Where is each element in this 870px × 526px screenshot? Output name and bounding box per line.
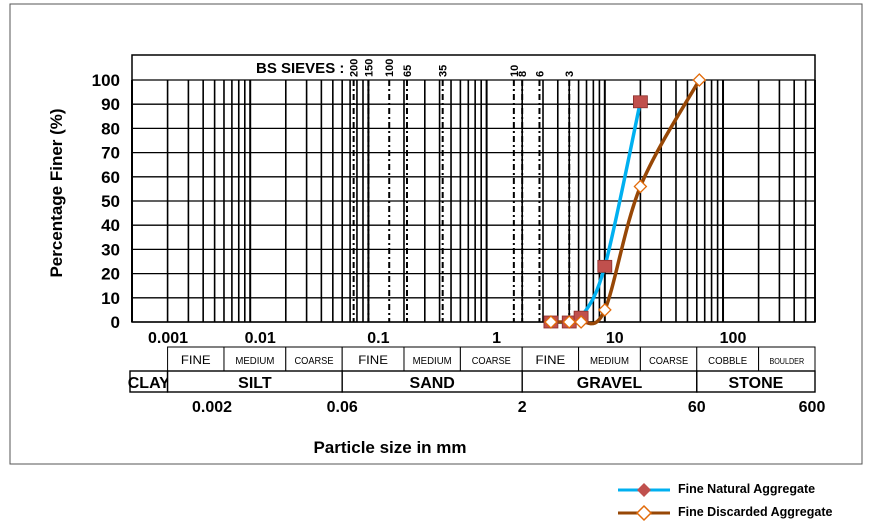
x-boundary-label: 600 bbox=[799, 399, 826, 416]
x-tick-label: 10 bbox=[606, 330, 624, 347]
y-axis-label: Percentage Finer (%) bbox=[47, 108, 66, 277]
classification-cell bbox=[167, 346, 225, 372]
sieve-label: 150 bbox=[363, 59, 375, 77]
data-point-marker bbox=[692, 73, 707, 87]
classification-cell bbox=[403, 346, 461, 372]
classification-main-label: SAND bbox=[410, 375, 455, 392]
x-tick-label: 100 bbox=[720, 330, 747, 347]
classification-main-label: SILT bbox=[238, 375, 272, 392]
classification-sub-label: MEDIUM bbox=[590, 355, 629, 367]
axis-labels: 0 10 20 30 40 50 60 70 80 90 100 Percentage Finer (… bbox=[47, 71, 825, 457]
bs-sieves-title: BS SIEVES : bbox=[256, 60, 344, 77]
classification-main-label: CLAY bbox=[128, 375, 170, 392]
legend-entry: Fine Discarded Aggregate bbox=[600, 503, 868, 523]
x-tick-label: 1 bbox=[492, 330, 501, 347]
classification-main-label: GRAVEL bbox=[577, 375, 643, 392]
soil-classification-table: FINE MEDIUM COARSE FINE MEDIUM COARSE FINE MEDI… bbox=[128, 346, 816, 393]
x-boundary-label: 0.002 bbox=[192, 399, 232, 416]
classification-sub-label: FINE bbox=[536, 353, 566, 367]
classification-cell bbox=[459, 346, 523, 372]
data-point-marker bbox=[597, 302, 612, 317]
sieve-label: 3 bbox=[564, 71, 576, 77]
y-tick-label: 50 bbox=[101, 192, 120, 211]
legend-entry: Fine Natural Aggregate bbox=[600, 480, 868, 500]
classification-sub-label: COBBLE bbox=[708, 355, 747, 367]
classification-sub-label: COARSE bbox=[649, 355, 688, 367]
classification-sub-label: COARSE bbox=[472, 355, 511, 367]
data-point-marker bbox=[574, 315, 589, 329]
data-point-marker bbox=[562, 315, 577, 329]
sieve-label: 100 bbox=[384, 59, 396, 77]
chart-frame bbox=[9, 3, 863, 465]
classification-cell bbox=[285, 346, 343, 372]
classification-sub-label: BOULDER bbox=[769, 357, 804, 366]
x-boundary-label: 60 bbox=[688, 399, 706, 416]
sieve-label: 6 bbox=[534, 71, 546, 77]
sieve-label: 10 bbox=[509, 65, 521, 77]
data-series bbox=[543, 73, 707, 329]
y-tick-label: 0 bbox=[111, 313, 120, 332]
x-boundary-label: 2 bbox=[518, 399, 527, 416]
y-tick-label: 10 bbox=[101, 289, 120, 308]
legend-symbol-hollow-diamond bbox=[618, 504, 670, 522]
y-tick-label: 100 bbox=[92, 71, 120, 90]
y-tick-label: 30 bbox=[101, 240, 120, 259]
legend-symbol-filled-diamond bbox=[618, 483, 670, 497]
classification-sub-label: MEDIUM bbox=[235, 355, 274, 367]
y-tick-label: 40 bbox=[101, 216, 120, 235]
x-boundary-label: 0.06 bbox=[327, 399, 358, 416]
data-point-marker bbox=[544, 315, 558, 329]
x-tick-label: 0.001 bbox=[148, 330, 188, 347]
y-tick-label: 60 bbox=[101, 168, 120, 187]
y-tick-label: 20 bbox=[101, 265, 120, 284]
classification-sub-label: MEDIUM bbox=[413, 355, 452, 367]
x-tick-label: 0.1 bbox=[367, 330, 389, 347]
sieve-label: 200 bbox=[349, 59, 361, 77]
plot-grid bbox=[131, 54, 816, 323]
sieve-label: 35 bbox=[438, 65, 450, 77]
classification-main-label: STONE bbox=[728, 375, 783, 392]
x-axis-label: Particle size in mm bbox=[313, 438, 466, 457]
legend-label: Fine Natural Aggregate bbox=[678, 482, 816, 496]
classification-cell bbox=[521, 346, 580, 372]
legend-label: Fine Discarded Aggregate bbox=[678, 505, 833, 519]
sieve-label: 65 bbox=[402, 65, 414, 77]
x-tick-label: 0.01 bbox=[245, 330, 276, 347]
bs-sieves-scale: BS SIEVES : 200 150 100 65 35 108 6 3 bbox=[256, 59, 576, 322]
data-point-marker bbox=[632, 95, 648, 109]
classification-cell bbox=[696, 370, 816, 393]
sieve-label: 8 bbox=[517, 71, 529, 77]
classification-sub-label: FINE bbox=[358, 353, 388, 367]
y-tick-label: 70 bbox=[101, 144, 120, 163]
legend: Fine Natural Aggregate Fine Discarded Ag… bbox=[600, 478, 868, 524]
plot-border bbox=[131, 54, 816, 323]
classification-cell bbox=[696, 346, 760, 372]
classification-sub-label: COARSE bbox=[294, 355, 333, 367]
data-point-marker bbox=[633, 179, 648, 194]
y-tick-label: 90 bbox=[101, 95, 120, 114]
classification-sub-label: FINE bbox=[181, 353, 211, 367]
classification-cell bbox=[341, 346, 405, 372]
data-point-marker bbox=[597, 259, 613, 273]
classification-cell bbox=[223, 346, 287, 372]
y-tick-label: 80 bbox=[101, 119, 120, 138]
